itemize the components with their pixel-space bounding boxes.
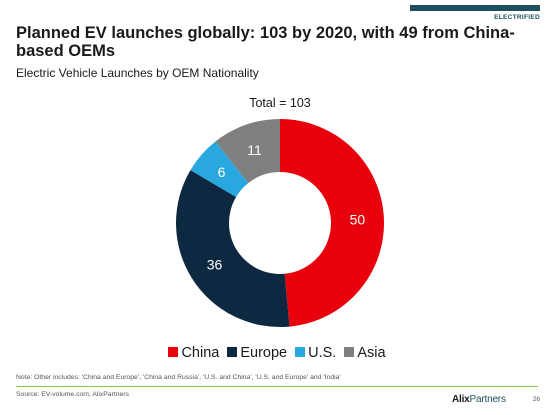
slice-value-label: 36 <box>207 256 223 272</box>
slide-title: Planned EV launches globally: 103 by 202… <box>16 24 515 60</box>
legend-swatch <box>295 347 306 357</box>
legend-label: U.S. <box>308 345 337 361</box>
chart-legend: China Europe U.S. Asia <box>0 345 554 361</box>
source-note: Source: EV-volume.com, AlixPartners <box>16 391 129 398</box>
slice-value-label: 50 <box>350 211 366 227</box>
legend-swatch <box>227 347 238 357</box>
slice-us <box>190 141 249 198</box>
donut-slice-labels: 50 36 6 11 <box>207 142 366 273</box>
legend-label: China <box>181 345 220 361</box>
legend-label: Asia <box>357 345 386 361</box>
legend-label: Europe <box>240 345 288 361</box>
donut-slices <box>176 119 384 327</box>
total-label: Total = 103 <box>249 96 311 110</box>
legend-item-asia: Asia <box>344 345 386 361</box>
legend-item-europe: Europe <box>227 345 287 361</box>
footer-rule <box>16 386 538 387</box>
slice-europe <box>176 170 290 327</box>
footnote: Note: Other includes: 'China and Europe'… <box>16 374 341 381</box>
section-accent-bar <box>410 5 540 11</box>
section-tag: ELECTRIFIED <box>494 14 540 21</box>
legend-item-us: U.S. <box>295 345 336 361</box>
slice-asia <box>215 119 280 184</box>
legend-swatch <box>344 347 355 357</box>
logo-alix: Alix <box>452 394 470 405</box>
page-number: 26 <box>532 396 540 403</box>
donut-chart: Total = 103 50 36 6 11 <box>176 96 384 327</box>
logo-partners: Partners <box>469 394 506 405</box>
slice-china <box>280 119 384 327</box>
legend-item-china: China <box>168 345 219 361</box>
chart-subtitle: Electric Vehicle Launches by OEM Nationa… <box>16 66 259 80</box>
legend-swatch <box>168 347 179 357</box>
slice-value-label: 6 <box>218 164 226 180</box>
alixpartners-logo: AlixPartners <box>452 394 506 405</box>
slice-value-label: 11 <box>247 142 262 158</box>
